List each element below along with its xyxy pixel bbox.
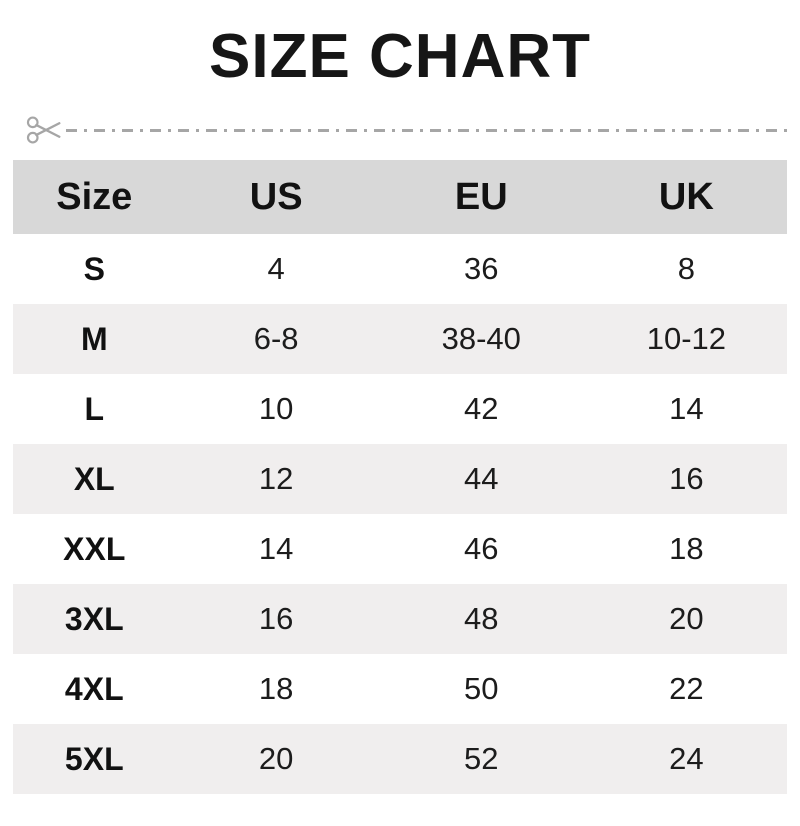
us-cell: 12: [258, 461, 294, 496]
size-cell: 5XL: [64, 740, 124, 777]
us-cell: 18: [258, 671, 294, 706]
size-cell: XL: [73, 460, 115, 497]
table-row: 4XL 18 50 22: [13, 654, 787, 724]
us-cell: 14: [258, 531, 294, 566]
uk-cell: 22: [669, 671, 704, 706]
column-header-size: Size: [13, 160, 176, 234]
size-table: Size US EU UK S 4 36 8 M 6-8 38-40 10-12…: [13, 160, 787, 794]
eu-cell: 38-40: [441, 321, 521, 356]
table-row: 3XL 16 48 20: [13, 584, 787, 654]
table-row: 5XL 20 52 24: [13, 724, 787, 794]
cut-line: [26, 112, 790, 148]
us-cell: 6-8: [253, 321, 299, 356]
uk-cell: 20: [669, 601, 704, 636]
us-cell: 20: [258, 741, 294, 776]
eu-cell: 48: [464, 601, 499, 636]
table-row: XXL 14 46 18: [13, 514, 787, 584]
column-header-eu: EU: [376, 160, 586, 234]
table-header-row: Size US EU UK: [13, 160, 787, 234]
us-cell: 16: [258, 601, 294, 636]
eu-cell: 50: [464, 671, 499, 706]
size-cell: 3XL: [64, 600, 124, 637]
size-cell: L: [84, 390, 105, 427]
scissors-icon: [26, 116, 61, 144]
table-row: XL 12 44 16: [13, 444, 787, 514]
table-row: L 10 42 14: [13, 374, 787, 444]
uk-cell: 18: [669, 531, 704, 566]
uk-cell: 8: [677, 251, 695, 286]
uk-cell: 10-12: [646, 321, 727, 356]
uk-cell: 24: [669, 741, 704, 776]
table-row: M 6-8 38-40 10-12: [13, 304, 787, 374]
eu-cell: 52: [464, 741, 499, 776]
size-cell: S: [83, 250, 105, 287]
page-title: SIZE CHART: [209, 22, 591, 91]
uk-cell: 14: [669, 391, 704, 426]
uk-cell: 16: [669, 461, 704, 496]
column-header-uk: UK: [585, 160, 787, 234]
size-chart-page: SIZE CHART Size US EU UK S 4 36 8: [0, 26, 800, 826]
size-cell: 4XL: [64, 670, 124, 707]
table-row: S 4 36 8: [13, 234, 787, 304]
eu-cell: 42: [464, 391, 499, 426]
eu-cell: 44: [464, 461, 499, 496]
dash-dot-line: [66, 128, 790, 132]
eu-cell: 36: [464, 251, 499, 286]
us-cell: 10: [258, 391, 294, 426]
eu-cell: 46: [464, 531, 499, 566]
us-cell: 4: [267, 251, 285, 286]
size-cell: M: [80, 320, 108, 357]
column-header-us: US: [175, 160, 377, 234]
size-cell: XXL: [63, 530, 126, 567]
